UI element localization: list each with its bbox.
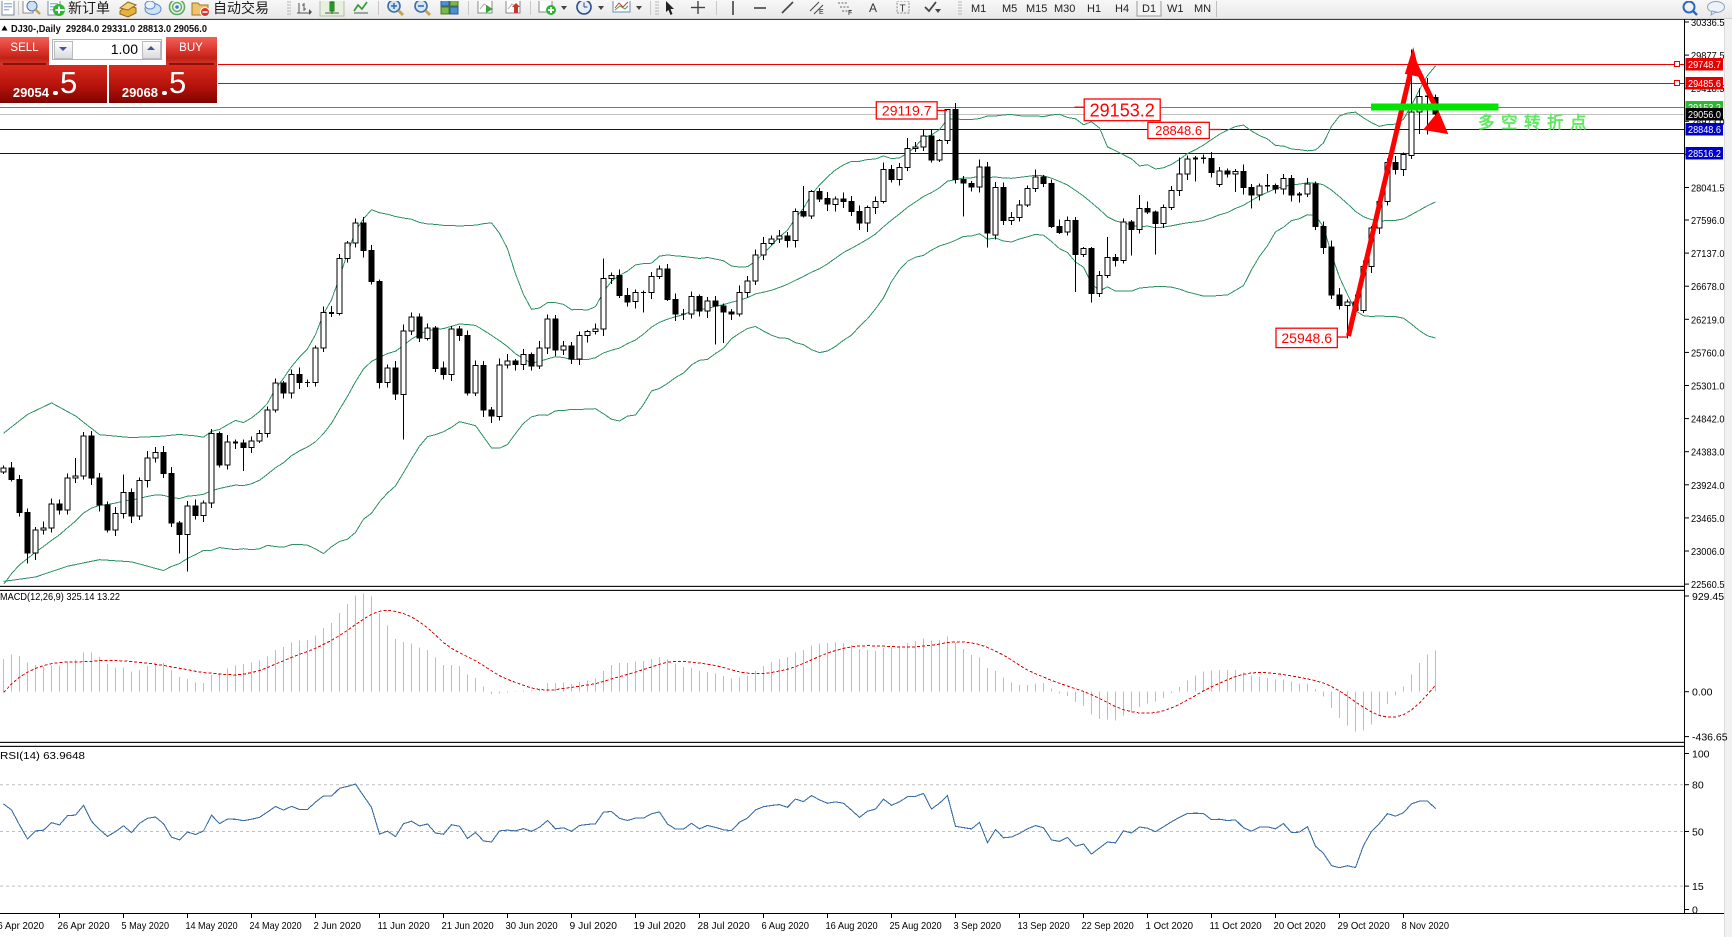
svg-text:30 Jun 2020: 30 Jun 2020: [506, 920, 558, 932]
svg-text:29485.6: 29485.6: [1688, 78, 1721, 90]
svg-text:23006.0: 23006.0: [1691, 546, 1725, 558]
svg-text:26219.0: 26219.0: [1691, 314, 1725, 326]
svg-text:16 Aug 2020: 16 Aug 2020: [826, 920, 878, 932]
svg-text:2 Jun 2020: 2 Jun 2020: [314, 920, 362, 932]
svg-text:50: 50: [1692, 827, 1704, 839]
svg-text:MACD(12,26,9) 325.14 13.22: MACD(12,26,9) 325.14 13.22: [0, 591, 120, 603]
svg-text:28041.5: 28041.5: [1691, 183, 1725, 195]
svg-text:26678.0: 26678.0: [1691, 281, 1725, 293]
svg-text:13 Sep 2020: 13 Sep 2020: [1018, 920, 1070, 932]
svg-text:22 Sep 2020: 22 Sep 2020: [1082, 920, 1134, 932]
svg-text:29748.7: 29748.7: [1688, 59, 1721, 71]
svg-text:M5: M5: [1002, 3, 1017, 15]
svg-text:E: E: [819, 9, 824, 16]
svg-text:M30: M30: [1054, 3, 1075, 15]
svg-text:9 Jul 2020: 9 Jul 2020: [570, 920, 618, 932]
svg-text:1 Oct 2020: 1 Oct 2020: [1146, 920, 1194, 932]
svg-text:F: F: [848, 10, 852, 17]
svg-text:29153.2: 29153.2: [1090, 100, 1155, 120]
svg-text:11 Jun 2020: 11 Jun 2020: [378, 920, 430, 932]
svg-text:25 Aug 2020: 25 Aug 2020: [890, 920, 942, 932]
svg-text:22560.5: 22560.5: [1691, 579, 1725, 591]
svg-text:19 Jul 2020: 19 Jul 2020: [634, 920, 686, 932]
svg-text:24 May 2020: 24 May 2020: [250, 920, 302, 932]
svg-text:MN: MN: [1194, 3, 1211, 15]
svg-text:14 May 2020: 14 May 2020: [186, 920, 238, 932]
svg-text:29 Oct 2020: 29 Oct 2020: [1338, 920, 1390, 932]
svg-text:23465.0: 23465.0: [1691, 513, 1725, 525]
svg-text:28848.6: 28848.6: [1155, 123, 1202, 138]
svg-text:16 Apr 2020: 16 Apr 2020: [0, 920, 44, 932]
svg-text:29056.0: 29056.0: [1688, 109, 1721, 121]
svg-text:28516.2: 28516.2: [1688, 148, 1721, 160]
svg-text:28848.6: 28848.6: [1688, 124, 1721, 136]
svg-text:0.00: 0.00: [1692, 687, 1713, 699]
svg-text:H1: H1: [1087, 3, 1101, 15]
svg-text:8 Nov 2020: 8 Nov 2020: [1402, 920, 1450, 932]
svg-text:-436.65: -436.65: [1692, 732, 1728, 744]
svg-text:5 May 2020: 5 May 2020: [122, 920, 170, 932]
svg-text:27137.0: 27137.0: [1691, 248, 1725, 260]
svg-text:D1: D1: [1142, 3, 1156, 15]
svg-text:25760.0: 25760.0: [1691, 347, 1725, 359]
svg-text:M15: M15: [1026, 3, 1047, 15]
svg-text:20 Oct 2020: 20 Oct 2020: [1274, 920, 1326, 932]
svg-text:26 Apr 2020: 26 Apr 2020: [58, 920, 110, 932]
svg-text:多空转折点: 多空转折点: [1478, 112, 1593, 132]
svg-text:80: 80: [1692, 780, 1704, 792]
svg-text:RSI(14) 63.9648: RSI(14) 63.9648: [0, 750, 85, 762]
svg-text:15: 15: [1692, 881, 1704, 893]
svg-text:21 Jun 2020: 21 Jun 2020: [442, 920, 494, 932]
svg-text:H4: H4: [1115, 3, 1129, 15]
svg-text:0: 0: [1692, 905, 1698, 917]
svg-text:T: T: [900, 4, 906, 15]
svg-text:27596.0: 27596.0: [1691, 215, 1725, 227]
svg-text:3 Sep 2020: 3 Sep 2020: [954, 920, 1002, 932]
svg-text:929.45: 929.45: [1692, 591, 1724, 603]
svg-text:11 Oct 2020: 11 Oct 2020: [1210, 920, 1262, 932]
svg-text:25301.0: 25301.0: [1691, 381, 1725, 393]
svg-text:30336.5: 30336.5: [1691, 17, 1725, 29]
svg-text:25948.6: 25948.6: [1281, 330, 1332, 346]
svg-text:28 Jul 2020: 28 Jul 2020: [698, 920, 750, 932]
svg-text:A: A: [869, 1, 877, 15]
svg-text:24842.0: 24842.0: [1691, 414, 1725, 426]
svg-text:6 Aug 2020: 6 Aug 2020: [762, 920, 810, 932]
svg-text:100: 100: [1692, 749, 1710, 761]
svg-text:W1: W1: [1167, 3, 1184, 15]
svg-text:23924.0: 23924.0: [1691, 480, 1725, 492]
svg-text:DJ30-,Daily 29284.0 29331.0 2: DJ30-,Daily 29284.0 29331.0 28813.0 2905…: [11, 23, 207, 35]
svg-text:M1: M1: [971, 3, 986, 15]
svg-text:24383.0: 24383.0: [1691, 447, 1725, 459]
svg-text:29119.7: 29119.7: [882, 102, 932, 118]
